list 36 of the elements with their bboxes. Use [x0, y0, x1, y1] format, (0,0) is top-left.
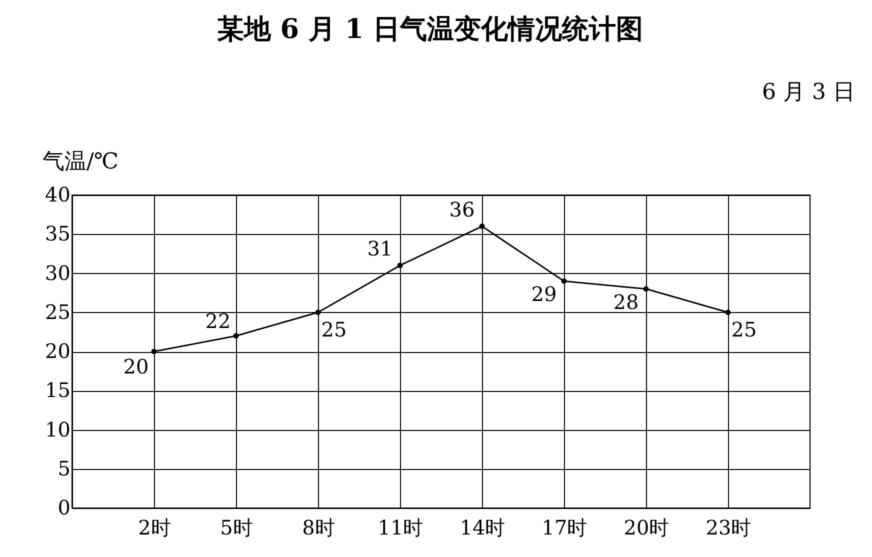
x-tick-label: 20时	[624, 516, 670, 540]
data-label: 28	[613, 290, 639, 314]
data-label: 22	[205, 308, 231, 333]
x-tick-label: 14时	[460, 516, 506, 540]
x-tick-label: 5时	[220, 516, 253, 540]
y-axis-title: 气温/℃	[42, 150, 119, 174]
y-tick-label: 40	[45, 182, 70, 206]
data-label: 25	[731, 317, 757, 342]
data-label: 20	[123, 354, 149, 378]
point	[643, 286, 649, 292]
x-tick-label: 8时	[302, 516, 335, 540]
data-label: 29	[531, 282, 557, 306]
y-tick-label: 5	[58, 456, 70, 480]
y-tick-label: 25	[45, 300, 70, 324]
y-tick-label: 20	[45, 339, 70, 363]
text: 6 月 3 日	[762, 80, 855, 105]
point	[479, 224, 485, 230]
point	[233, 333, 239, 339]
data-label: 31	[367, 236, 393, 260]
chart-title: 某地 6 月 1 日气温变化情况统计图	[216, 14, 644, 45]
x-tick-label: 11时	[378, 516, 424, 540]
point	[397, 262, 403, 268]
y-tick-label: 10	[45, 417, 70, 442]
data-label: 36	[449, 197, 475, 222]
point	[725, 310, 731, 316]
point	[315, 310, 321, 316]
x-tick-label: 23时	[706, 516, 752, 540]
y-tick-label: 35	[45, 222, 70, 246]
y-tick-label: 0	[58, 496, 70, 520]
data-label: 25	[321, 317, 347, 342]
point	[561, 278, 567, 284]
y-tick-label: 15	[45, 378, 70, 402]
x-tick-label: 2时	[138, 516, 171, 540]
point	[151, 348, 157, 354]
y-tick-label: 30	[45, 260, 70, 285]
x-tick-label: 17时	[542, 516, 588, 540]
